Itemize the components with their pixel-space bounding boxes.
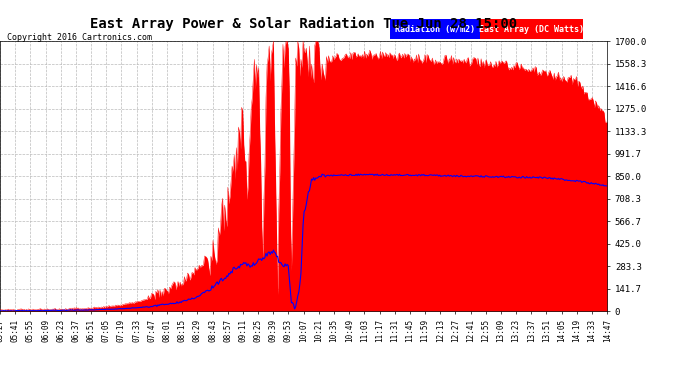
Text: Radiation (w/m2): Radiation (w/m2) [395, 25, 475, 34]
Text: East Array (DC Watts): East Array (DC Watts) [479, 25, 584, 34]
Text: East Array Power & Solar Radiation Tue Jun 28 15:00: East Array Power & Solar Radiation Tue J… [90, 17, 518, 32]
Text: Copyright 2016 Cartronics.com: Copyright 2016 Cartronics.com [7, 33, 152, 42]
